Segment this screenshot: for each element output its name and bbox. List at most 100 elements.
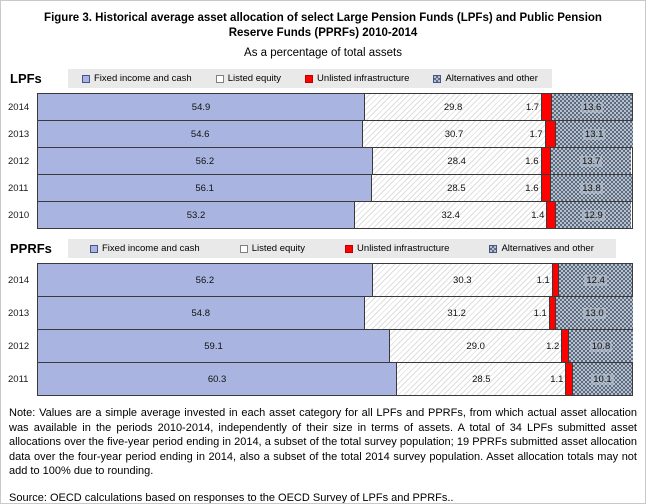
segment-fixed: 56.1	[38, 175, 372, 201]
segment-alt: 10.1	[571, 363, 632, 395]
legend-item-listed: Listed equity	[239, 243, 306, 254]
bar-row-pprfs-2012: 2012 59.1 29.0 1.2 10.8	[8, 329, 633, 363]
lpfs-section: LPFs Fixed income and cash Listed equity U…	[8, 69, 638, 229]
segment-unlisted: 1.1	[537, 264, 559, 296]
listed-swatch-icon	[239, 244, 248, 253]
bar-row-lpfs-2014: 2014 54.9 29.8 1.7 13.6	[8, 93, 633, 121]
year-label: 2011	[8, 373, 29, 385]
figure-subtitle: As a percentage of total assets	[244, 47, 402, 59]
legend-item-unlisted: Unlisted infrastructure	[345, 243, 449, 254]
bar-row-pprfs-2014: 2014 56.2 30.3 1.1 12.4	[8, 263, 633, 297]
segment-listed: 29.8	[364, 94, 542, 120]
segment-value: 29.0	[466, 340, 485, 352]
year-label: 2012	[8, 340, 30, 352]
segment-value: 30.7	[444, 128, 464, 140]
alt-swatch-icon	[489, 244, 498, 253]
segment-value: 53.2	[186, 209, 206, 221]
legend-label: Unlisted infrastructure	[357, 243, 450, 254]
segment-value: 1.1	[536, 274, 550, 286]
segment-value: 31.2	[447, 307, 466, 319]
segment-value: 1.6	[525, 155, 539, 167]
legend-item-listed: Listed equity	[215, 73, 282, 84]
year-label: 2010	[8, 209, 30, 221]
legend-item-unlisted: Unlisted infrastructure	[305, 73, 409, 84]
segment-value: 59.1	[204, 340, 223, 352]
segment-unlisted: 1.1	[550, 363, 572, 395]
stacked-bar: 54.8 31.2 1.1 13.0	[37, 296, 633, 330]
segment-value: 1.1	[550, 373, 564, 385]
segment-unlisted: 1.7	[529, 121, 555, 147]
segment-value: 12.9	[582, 209, 605, 221]
stacked-bar: 59.1 29.0 1.2 10.8	[37, 329, 633, 363]
legend-label: Alternatives and other	[501, 243, 594, 254]
segment-value: 1.4	[531, 209, 545, 221]
figure-title: Figure 3. Historical average asset alloc…	[44, 12, 602, 39]
segment-alt: 12.9	[554, 202, 632, 228]
segment-unlisted: 1.6	[525, 148, 550, 174]
segment-unlisted: 1.4	[531, 202, 555, 228]
segment-unlisted: 1.7	[526, 94, 552, 120]
year-label: 2012	[8, 155, 30, 167]
segment-alt: 12.4	[558, 264, 632, 296]
pprfs-section: PPRFs Fixed income and cash Listed equity…	[8, 239, 638, 396]
pprfs-chart: 2014 56.2 30.3 1.1 12.4 2013 54.8 31.2 1.1 13.0 20…	[8, 263, 633, 396]
stacked-bar: 54.6 30.7 1.7 13.1	[37, 120, 633, 148]
segment-listed: 31.2	[363, 297, 549, 329]
unlisted-swatch-icon	[345, 244, 354, 253]
segment-listed: 28.4	[371, 148, 541, 174]
stacked-bar: 53.2 32.4 1.4 12.9	[37, 201, 633, 229]
segment-alt: 13.8	[550, 175, 632, 201]
legend-item-fixed: Fixed income and cash	[90, 243, 200, 254]
year-label: 2013	[8, 307, 30, 319]
legend-item-fixed: Fixed income and cash	[82, 73, 192, 84]
bar-row-pprfs-2013: 2013 54.8 31.2 1.1 13.0	[8, 296, 633, 330]
segment-listed: 28.5	[396, 363, 566, 395]
segment-listed: 30.7	[362, 121, 545, 147]
segment-value: 13.6	[580, 101, 604, 113]
segment-fixed: 53.2	[38, 202, 354, 228]
stacked-bar: 54.9 29.8 1.7 13.6	[37, 93, 633, 121]
segment-value: 1.2	[546, 340, 560, 352]
legend-label: Listed equity	[251, 243, 306, 254]
segment-value: 1.1	[533, 307, 547, 319]
segment-fixed: 54.9	[38, 94, 365, 120]
year-label: 2011	[8, 182, 29, 194]
segment-value: 29.8	[443, 101, 463, 113]
bar-row-lpfs-2011: 2011 56.1 28.5 1.6 13.8	[8, 174, 633, 202]
year-label: 2014	[8, 274, 30, 286]
stacked-bar: 56.2 30.3 1.1 12.4	[37, 263, 633, 297]
segment-value: 13.0	[583, 307, 606, 319]
segment-listed: 28.5	[371, 175, 541, 201]
bar-row-pprfs-2011: 2011 60.3 28.5 1.1 10.1	[8, 362, 633, 396]
legend-label: Listed equity	[227, 73, 282, 84]
segment-unlisted: 1.2	[546, 330, 569, 362]
lpfs-legend: Fixed income and cash Listed equity Unlist…	[68, 69, 552, 88]
segment-fixed: 56.2	[38, 148, 372, 174]
segment-alt: 13.1	[554, 121, 633, 147]
pprfs-section-label: PPRFs	[10, 241, 52, 256]
segment-alt: 13.7	[550, 148, 632, 174]
segment-value: 1.7	[525, 101, 540, 113]
listed-swatch-icon	[215, 74, 224, 83]
segment-alt: 13.6	[551, 94, 632, 120]
legend-item-alt: Alternatives and other	[433, 73, 538, 84]
pprfs-legend: Fixed income and cash Listed equity Unlist…	[68, 239, 616, 258]
segment-value: 13.7	[579, 155, 603, 167]
segment-value: 28.4	[447, 155, 466, 167]
segment-value: 54.6	[190, 128, 210, 140]
segment-fixed: 54.8	[38, 297, 364, 329]
legend-label: Fixed income and cash	[94, 73, 192, 84]
segment-fixed: 54.6	[38, 121, 363, 147]
legend-label: Fixed income and cash	[102, 243, 200, 254]
segment-value: 56.2	[195, 155, 215, 167]
segment-value: 56.1	[195, 182, 214, 194]
segment-value: 32.4	[441, 209, 460, 221]
segment-value: 1.6	[525, 182, 539, 194]
year-label: 2013	[8, 128, 30, 140]
segment-alt: 13.0	[555, 297, 633, 329]
segment-unlisted: 1.1	[534, 297, 556, 329]
lpfs-section-label: LPFs	[10, 71, 42, 86]
fixed-swatch-icon	[82, 74, 90, 83]
segment-listed: 29.0	[389, 330, 562, 362]
